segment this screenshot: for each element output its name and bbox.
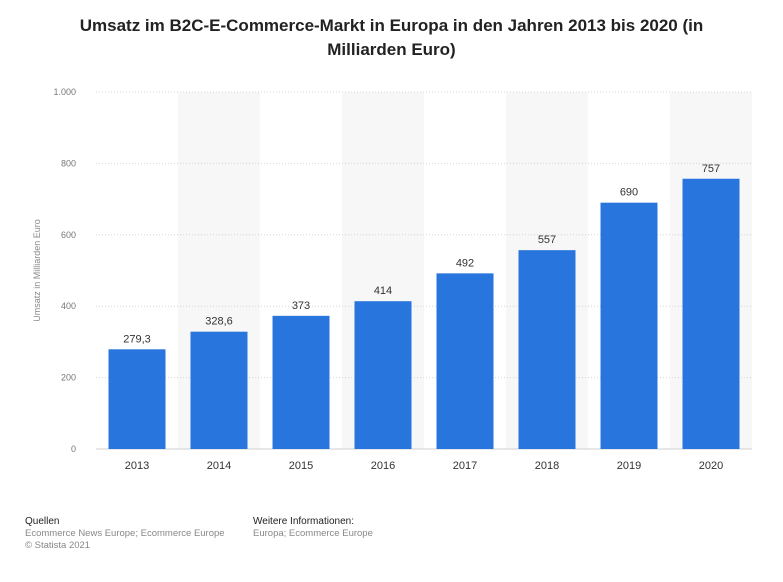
x-tick-label: 2013 [125, 460, 149, 472]
bar-2018 [518, 250, 576, 449]
y-tick-label: 800 [61, 158, 76, 168]
y-axis-title: Umsatz in Milliarden Euro [32, 219, 42, 322]
x-tick-label: 2019 [617, 460, 641, 472]
bar-2013 [108, 349, 166, 449]
bar-chart: 0 200 400 600 800 1.000 Umsatz in Milliarden E… [32, 87, 752, 472]
y-tick-label: 400 [61, 301, 76, 311]
data-label-2019: 690 [620, 187, 638, 199]
x-tick-label: 2014 [207, 460, 231, 472]
chart-title: Umsatz im B2C-E-Commerce-Markt in Europa… [79, 16, 704, 59]
x-tick-label: 2015 [289, 460, 313, 472]
bar-2019 [600, 202, 658, 449]
copyright-text: © Statista 2021 [25, 540, 91, 551]
y-tick-label: 1.000 [53, 87, 76, 97]
sources-block: Quellen Ecommerce News Europe; Ecommerce… [25, 516, 225, 552]
sources-heading: Quellen [25, 516, 60, 527]
data-label-2014: 328,6 [205, 316, 233, 328]
bar-2015 [272, 315, 330, 449]
bar-2014 [190, 331, 248, 449]
x-tick-label: 2020 [699, 460, 723, 472]
bar-2020 [682, 178, 740, 449]
info-block: Weitere Informationen: Europa; Ecommerce… [253, 516, 373, 540]
y-tick-label: 600 [61, 230, 76, 240]
info-text: Europa; Ecommerce Europe [253, 528, 373, 539]
data-label-2020: 757 [702, 163, 720, 175]
info-heading: Weitere Informationen: [253, 516, 354, 527]
y-tick-label: 200 [61, 373, 76, 383]
data-label-2017: 492 [456, 257, 474, 269]
data-label-2015: 373 [292, 300, 310, 312]
x-tick-label: 2017 [453, 460, 477, 472]
bar-2017 [436, 273, 494, 449]
data-label-2013: 279,3 [123, 333, 151, 345]
sources-text: Ecommerce News Europe; Ecommerce Europe [25, 528, 225, 539]
x-tick-label: 2018 [535, 460, 559, 472]
y-tick-label: 0 [71, 444, 76, 454]
x-tick-label: 2016 [371, 460, 395, 472]
data-label-2016: 414 [374, 285, 392, 297]
bar-2016 [354, 301, 412, 449]
data-label-2018: 557 [538, 234, 556, 246]
